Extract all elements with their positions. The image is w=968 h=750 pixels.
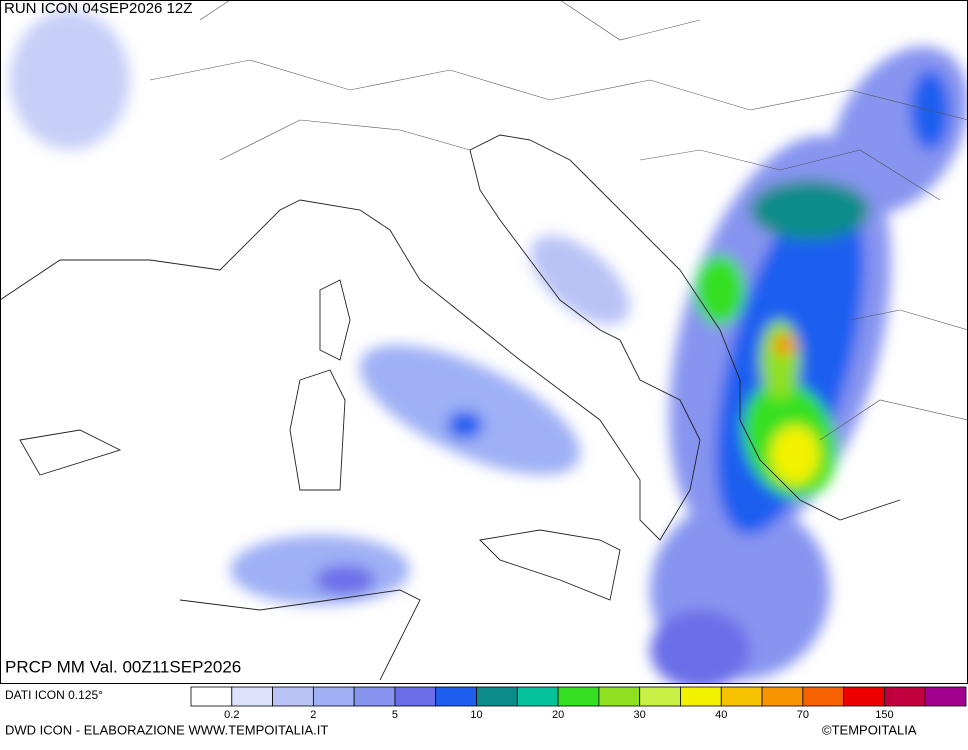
data-source: DATI ICON 0.125°: [5, 688, 103, 702]
color-box: [884, 686, 926, 707]
color-box: [353, 686, 396, 707]
color-box: [312, 686, 355, 707]
legend-tick-label: 10: [470, 709, 482, 721]
color-box: [476, 686, 518, 707]
legend-tick-label: 2: [310, 709, 316, 721]
color-box: [231, 686, 273, 707]
credit: DWD ICON - ELABORAZIONE WWW.TEMPOITALIA.…: [5, 722, 328, 737]
color-box: [435, 686, 477, 707]
color-box: [272, 686, 314, 707]
copyright: ©TEMPOITALIA: [822, 722, 917, 737]
legend-tick-label: 30: [634, 709, 646, 721]
color-box: [680, 686, 722, 707]
coastlines: [1, 1, 967, 681]
color-box: [394, 686, 437, 707]
color-box: [843, 686, 885, 707]
run-label: RUN ICON 04SEP2026 12Z: [4, 0, 192, 17]
color-box: [516, 686, 559, 707]
legend-tick-label: 40: [715, 709, 727, 721]
color-box: [924, 686, 967, 707]
color-box: [557, 686, 600, 707]
legend-tick-label: 150: [875, 709, 893, 721]
legend-tick-label: 70: [797, 709, 809, 721]
color-box: [802, 686, 845, 707]
legend-tick-label: 5: [392, 709, 398, 721]
map: RUN ICON 04SEP2026 12Z PRCP MM Val. 00Z1…: [1, 0, 967, 683]
legend-tick-label: 0.2: [224, 709, 239, 721]
field-label: PRCP MM Val. 00Z11SEP2026: [5, 657, 241, 676]
legend: 0.2 2 5 10 20 30 40 70 150: [190, 686, 967, 721]
color-box: [761, 686, 804, 707]
color-box: [720, 686, 763, 707]
color-box: [639, 686, 681, 707]
color-box: [598, 686, 641, 707]
legend-tick-label: 20: [552, 709, 564, 721]
color-box: [190, 686, 233, 707]
precipitation-field: [10, 10, 967, 683]
